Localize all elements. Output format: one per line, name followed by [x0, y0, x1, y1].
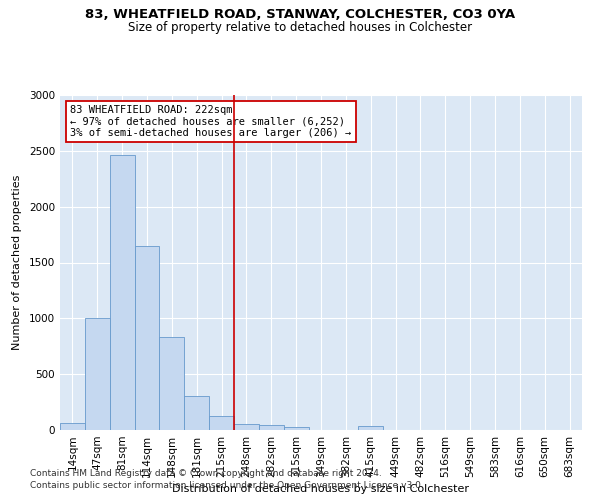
X-axis label: Distribution of detached houses by size in Colchester: Distribution of detached houses by size … [173, 484, 470, 494]
Bar [160, 338, 184, 430]
Bar [85, 318, 110, 430]
Text: Size of property relative to detached houses in Colchester: Size of property relative to detached ho… [128, 21, 472, 34]
Bar [358, 426, 383, 430]
Y-axis label: Number of detached properties: Number of detached properties [12, 175, 22, 350]
Bar [209, 416, 234, 430]
Bar [184, 396, 209, 430]
Bar [110, 156, 134, 430]
Bar [60, 424, 85, 430]
Bar [284, 426, 308, 430]
Bar [259, 425, 284, 430]
Text: 83 WHEATFIELD ROAD: 222sqm
← 97% of detached houses are smaller (6,252)
3% of se: 83 WHEATFIELD ROAD: 222sqm ← 97% of deta… [70, 105, 352, 138]
Bar [134, 246, 160, 430]
Text: 83, WHEATFIELD ROAD, STANWAY, COLCHESTER, CO3 0YA: 83, WHEATFIELD ROAD, STANWAY, COLCHESTER… [85, 8, 515, 20]
Text: Contains public sector information licensed under the Open Government Licence v3: Contains public sector information licen… [30, 481, 424, 490]
Bar [234, 424, 259, 430]
Text: Contains HM Land Registry data © Crown copyright and database right 2024.: Contains HM Land Registry data © Crown c… [30, 468, 382, 477]
